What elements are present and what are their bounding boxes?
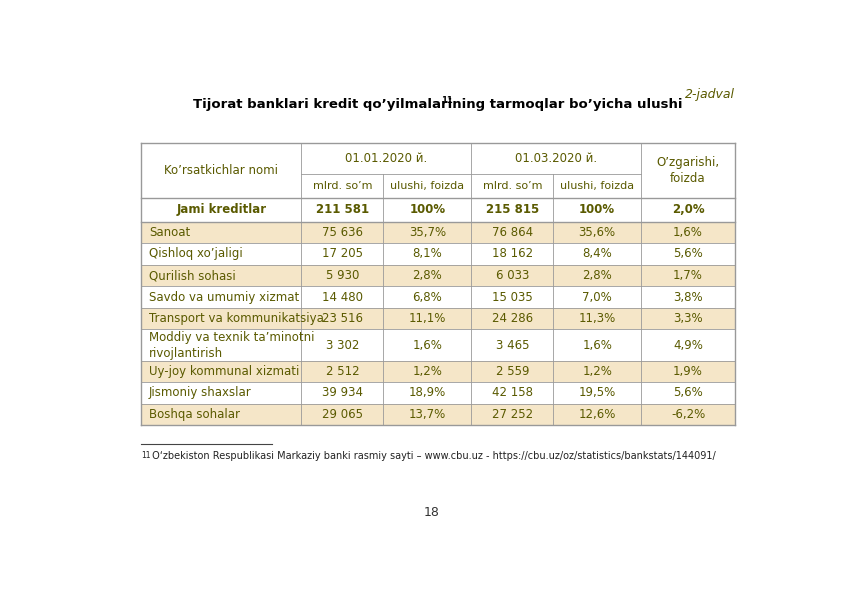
Bar bbox=[141, 265, 735, 286]
Text: 29 065: 29 065 bbox=[322, 408, 363, 421]
Text: ulushi, foizda: ulushi, foizda bbox=[560, 181, 634, 191]
Text: ulushi, foizda: ulushi, foizda bbox=[391, 181, 465, 191]
Text: Jismoniy shaxslar: Jismoniy shaxslar bbox=[149, 386, 252, 399]
Text: 1,6%: 1,6% bbox=[413, 339, 442, 352]
Text: 1,7%: 1,7% bbox=[673, 269, 703, 282]
Bar bbox=[141, 361, 735, 382]
Bar bbox=[141, 403, 735, 426]
Text: 100%: 100% bbox=[579, 203, 616, 216]
Text: 3,3%: 3,3% bbox=[674, 312, 703, 325]
Text: -6,2%: -6,2% bbox=[671, 408, 705, 421]
Bar bbox=[141, 382, 735, 403]
Text: Jami kreditlar: Jami kreditlar bbox=[176, 203, 266, 216]
Text: 2-jadval: 2-jadval bbox=[685, 88, 735, 101]
Text: 13,7%: 13,7% bbox=[408, 408, 446, 421]
Text: 5 930: 5 930 bbox=[326, 269, 360, 282]
Text: 18: 18 bbox=[424, 506, 440, 519]
Text: Transport va kommunikatsiya: Transport va kommunikatsiya bbox=[149, 312, 324, 325]
Text: 4,9%: 4,9% bbox=[673, 339, 703, 352]
Text: 11,3%: 11,3% bbox=[578, 312, 616, 325]
Text: 7,0%: 7,0% bbox=[583, 291, 612, 303]
Text: Qishloq xo’jaligi: Qishloq xo’jaligi bbox=[149, 247, 242, 260]
Text: 18,9%: 18,9% bbox=[408, 386, 446, 399]
Text: Sanoat: Sanoat bbox=[149, 226, 190, 239]
Text: 1,6%: 1,6% bbox=[583, 339, 612, 352]
Text: 01.03.2020 й.: 01.03.2020 й. bbox=[515, 152, 597, 164]
Text: Uy-joy kommunal xizmati: Uy-joy kommunal xizmati bbox=[149, 365, 300, 378]
Text: 8,4%: 8,4% bbox=[583, 247, 612, 260]
Text: 5,6%: 5,6% bbox=[673, 247, 703, 260]
Text: 14 480: 14 480 bbox=[322, 291, 363, 303]
Bar bbox=[141, 330, 735, 361]
Text: 18 162: 18 162 bbox=[492, 247, 533, 260]
Text: 2,0%: 2,0% bbox=[672, 203, 705, 216]
Bar bbox=[141, 174, 735, 198]
Text: 15 035: 15 035 bbox=[492, 291, 533, 303]
Text: 3,8%: 3,8% bbox=[674, 291, 703, 303]
Text: 01.01.2020 й.: 01.01.2020 й. bbox=[345, 152, 428, 164]
Text: 1,9%: 1,9% bbox=[673, 365, 703, 378]
Text: 1,6%: 1,6% bbox=[673, 226, 703, 239]
Text: 1,2%: 1,2% bbox=[413, 365, 442, 378]
Text: 35,6%: 35,6% bbox=[578, 226, 616, 239]
Text: 211 581: 211 581 bbox=[316, 203, 369, 216]
Text: Qurilish sohasi: Qurilish sohasi bbox=[149, 269, 236, 282]
Text: 42 158: 42 158 bbox=[492, 386, 533, 399]
Text: 11,1%: 11,1% bbox=[408, 312, 446, 325]
Text: 76 864: 76 864 bbox=[492, 226, 533, 239]
Text: 11: 11 bbox=[441, 95, 453, 104]
Text: Savdo va umumiy xizmat: Savdo va umumiy xizmat bbox=[149, 291, 299, 303]
Text: 100%: 100% bbox=[409, 203, 445, 216]
Text: 2 559: 2 559 bbox=[496, 365, 529, 378]
Text: 35,7%: 35,7% bbox=[409, 226, 446, 239]
Bar bbox=[141, 222, 735, 243]
Text: 24 286: 24 286 bbox=[492, 312, 533, 325]
Bar bbox=[141, 286, 735, 308]
Text: Boshqa sohalar: Boshqa sohalar bbox=[149, 408, 240, 421]
Text: 5,6%: 5,6% bbox=[673, 386, 703, 399]
Text: 8,1%: 8,1% bbox=[413, 247, 442, 260]
Bar bbox=[141, 198, 735, 222]
Text: Ko’rsatkichlar nomi: Ko’rsatkichlar nomi bbox=[164, 164, 279, 176]
Text: 6 033: 6 033 bbox=[496, 269, 529, 282]
Text: mlrd. so’m: mlrd. so’m bbox=[312, 181, 372, 191]
Text: 12,6%: 12,6% bbox=[578, 408, 616, 421]
Text: 19,5%: 19,5% bbox=[578, 386, 616, 399]
Text: 17 205: 17 205 bbox=[322, 247, 363, 260]
Text: 2 512: 2 512 bbox=[326, 365, 360, 378]
Text: 6,8%: 6,8% bbox=[413, 291, 442, 303]
Text: 215 815: 215 815 bbox=[486, 203, 539, 216]
Bar bbox=[141, 243, 735, 265]
Text: 39 934: 39 934 bbox=[322, 386, 363, 399]
Text: Tijorat banklari kredit qo’yilmalarining tarmoqlar bo’yicha ulushi: Tijorat banklari kredit qo’yilmalarining… bbox=[194, 98, 683, 110]
Text: 3 302: 3 302 bbox=[326, 339, 360, 352]
Text: 11: 11 bbox=[141, 451, 151, 460]
Bar bbox=[141, 142, 735, 426]
Bar bbox=[141, 308, 735, 330]
Text: 75 636: 75 636 bbox=[322, 226, 363, 239]
Text: 3 465: 3 465 bbox=[496, 339, 529, 352]
Text: O’zgarishi,
foizda: O’zgarishi, foizda bbox=[657, 156, 720, 185]
Text: Moddiy va texnik ta’minotni
rivojlantirish: Moddiy va texnik ta’minotni rivojlantiri… bbox=[149, 331, 314, 359]
Text: mlrd. so’m: mlrd. so’m bbox=[482, 181, 542, 191]
Text: 2,8%: 2,8% bbox=[413, 269, 442, 282]
Bar bbox=[141, 142, 735, 174]
Text: 2,8%: 2,8% bbox=[583, 269, 612, 282]
Text: 1,2%: 1,2% bbox=[583, 365, 612, 378]
Text: 23 516: 23 516 bbox=[322, 312, 363, 325]
Text: O‘zbekiston Respublikasi Markaziy banki rasmiy sayti – www.cbu.uz - https://cbu.: O‘zbekiston Respublikasi Markaziy banki … bbox=[149, 451, 716, 461]
Text: 27 252: 27 252 bbox=[492, 408, 533, 421]
